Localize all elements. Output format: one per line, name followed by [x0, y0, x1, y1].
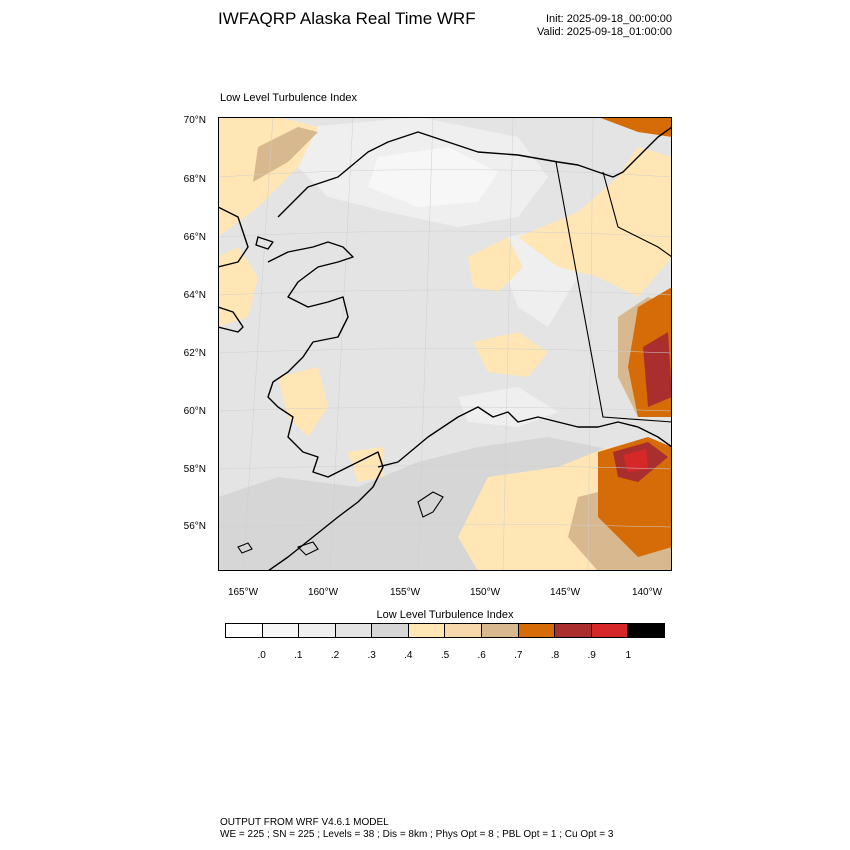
colorbar-label: .3 — [367, 650, 376, 661]
graticule — [218, 117, 672, 571]
valid-time: Valid: 2025-09-18_01:00:00 — [537, 26, 672, 38]
colorbar-box — [298, 623, 335, 638]
colorbar-box — [481, 623, 518, 638]
colorbar-label: .2 — [330, 650, 340, 661]
colorbar-box — [590, 623, 628, 638]
page-title: IWFAQRP Alaska Real Time WRF — [218, 9, 476, 28]
lon-label: 145°W — [549, 587, 581, 598]
lat-label: 60°N — [183, 406, 206, 417]
footer-model: OUTPUT FROM WRF V4.6.1 MODEL — [220, 817, 389, 828]
colorbar-label: .5 — [440, 650, 450, 661]
colorbar-label: .0 — [257, 650, 266, 661]
border-line — [555, 161, 672, 423]
turbulence-map — [218, 117, 672, 571]
field-layer — [218, 117, 672, 571]
field-east-pale — [518, 147, 672, 297]
lat-label: 58°N — [183, 464, 206, 475]
field-interior-pale-2 — [473, 332, 548, 377]
colorbar-label: .4 — [404, 650, 413, 661]
colorbar-box — [444, 623, 482, 638]
colorbar — [225, 623, 665, 638]
lat-label: 56°N — [183, 521, 206, 532]
colorbar-label: .8 — [550, 650, 560, 661]
lat-label: 68°N — [183, 174, 206, 185]
colorbar-title: Low Level Turbulence Index — [376, 609, 514, 621]
field-yukon-darkred — [643, 332, 672, 407]
field-seward-pale — [218, 247, 258, 327]
colorbar-box — [407, 623, 445, 638]
field-north-orange — [598, 117, 672, 137]
map-frame — [218, 117, 672, 571]
colorbar-box — [261, 623, 299, 638]
field-bristol-pale — [348, 447, 383, 482]
lon-label: 160°W — [307, 587, 339, 598]
colorbar-label: .6 — [477, 650, 486, 661]
lat-label: 66°N — [183, 232, 206, 243]
colorbar-label: .1 — [294, 650, 303, 661]
field-yk-pale — [278, 367, 328, 437]
colorbar-label: .7 — [514, 650, 523, 661]
colorbar-box — [517, 623, 555, 638]
lon-label: 140°W — [631, 587, 663, 598]
field-gulf-red — [623, 449, 648, 472]
islands — [237, 491, 444, 556]
lon-label: 165°W — [227, 587, 259, 598]
map-subtitle: Low Level Turbulence Index — [220, 92, 357, 104]
lat-label: 64°N — [183, 290, 206, 301]
lon-label: 155°W — [389, 587, 421, 598]
field-nw-tan — [253, 127, 318, 182]
colorbar-box — [371, 623, 408, 638]
lat-label: 70°N — [183, 115, 206, 126]
footer-config: WE = 225 ; SN = 225 ; Levels = 38 ; Dis … — [220, 829, 614, 840]
colorbar-label: 1 — [625, 650, 632, 661]
colorbar-box — [554, 623, 591, 638]
colorbar-box — [225, 623, 262, 638]
lat-label: 62°N — [183, 348, 206, 359]
field-brooks-lightest — [368, 147, 498, 207]
colorbar-box — [627, 623, 665, 638]
colorbar-box — [334, 623, 372, 638]
field-cook-inlet-light — [458, 387, 558, 427]
lon-label: 150°W — [469, 587, 501, 598]
colorbar-label: .9 — [587, 650, 596, 661]
init-time: Init: 2025-09-18_00:00:00 — [546, 13, 672, 25]
coastline — [218, 126, 672, 571]
